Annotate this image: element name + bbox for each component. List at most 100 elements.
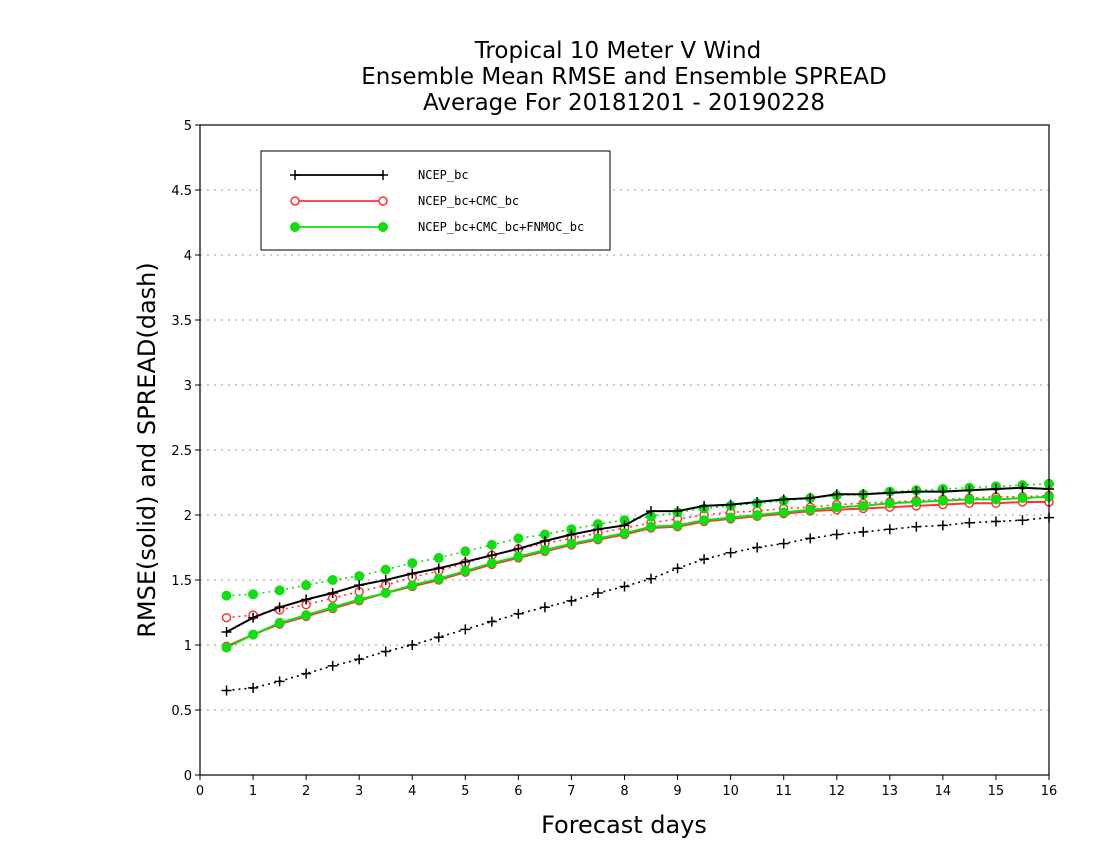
y-tick-label: 4 (184, 249, 192, 264)
data-point (327, 660, 338, 671)
legend: NCEP_bc NCEP_bc+CMC_bc NCEP_bc+CMC_bc+FNMO… (260, 150, 611, 251)
y-tick-label: 4.5 (171, 184, 192, 199)
data-point (460, 624, 471, 635)
data-point (433, 563, 444, 574)
legend-items: NCEP_bc NCEP_bc+CMC_bc NCEP_bc+CMC_bc+FNMO… (290, 168, 584, 234)
series-layer (221, 478, 1054, 696)
y-tick-label: 1.5 (171, 574, 192, 589)
data-point (592, 533, 603, 544)
data-point (699, 554, 710, 565)
data-point (248, 612, 259, 623)
data-point (539, 536, 550, 546)
data-point (752, 497, 763, 507)
data-point (460, 556, 471, 567)
x-axis-ticks: 0 1 2 3 4 5 6 7 8 9 10 11 12 13 14 15 16 (196, 775, 1057, 799)
data-point (1017, 515, 1028, 526)
data-point (619, 581, 630, 592)
data-point (778, 538, 789, 549)
data-point (274, 617, 285, 628)
x-tick-label: 14 (935, 784, 952, 799)
y-tick-label: 2.5 (171, 444, 192, 459)
x-tick-label: 5 (461, 784, 469, 799)
series-spread-3 (221, 512, 1054, 696)
x-tick-label: 12 (828, 784, 845, 799)
data-point (858, 526, 869, 537)
data-point (327, 588, 338, 598)
data-point (990, 494, 1001, 505)
legend-label: NCEP_bc+CMC_bc+FNMOC_bc (418, 220, 584, 234)
data-point (301, 594, 312, 605)
data-point (354, 580, 365, 591)
legend-label: NCEP_bc (418, 168, 469, 182)
y-axis-ticks: 0 0.5 1 1.5 2 2.5 3 3.5 4 4.5 5 (171, 119, 200, 784)
grid-lines (200, 189, 1049, 711)
data-point (566, 529, 577, 540)
x-tick-label: 1 (249, 784, 257, 799)
data-point (248, 589, 259, 600)
data-point (274, 676, 285, 687)
data-point (248, 629, 259, 640)
y-axis-label: RMSE(solid) and SPREAD(dash) (133, 262, 161, 638)
legend-item: NCEP_bc (290, 168, 469, 182)
data-point (725, 499, 736, 510)
data-point (407, 640, 418, 650)
data-point (831, 529, 842, 540)
data-point (831, 489, 842, 500)
data-point (884, 487, 895, 498)
data-point (646, 521, 657, 532)
data-point (699, 515, 710, 526)
x-axis-label: Forecast days (541, 811, 707, 839)
data-point (327, 602, 338, 613)
data-point (274, 602, 285, 613)
data-point (884, 524, 895, 535)
data-point (619, 528, 630, 539)
x-tick-label: 6 (514, 784, 522, 799)
data-point (380, 646, 391, 657)
data-point (911, 497, 922, 507)
data-point (805, 533, 816, 544)
data-point (566, 595, 577, 606)
series-spread-5 (221, 478, 1054, 601)
data-point (566, 538, 577, 549)
x-tick-label: 13 (882, 784, 899, 799)
data-point (964, 517, 975, 528)
data-point (380, 564, 391, 575)
data-point (433, 573, 444, 584)
data-point (433, 552, 444, 563)
series-rmse-1 (221, 497, 1054, 652)
data-point (301, 580, 312, 591)
data-point (937, 486, 948, 497)
data-point (1017, 493, 1028, 504)
data-point (327, 575, 338, 585)
x-tick-label: 3 (355, 784, 363, 799)
data-point (752, 510, 763, 520)
data-point (221, 590, 232, 601)
data-point (725, 512, 736, 523)
data-point (221, 627, 232, 637)
data-point (354, 594, 365, 605)
y-tick-label: 0.5 (171, 704, 192, 719)
data-point (539, 602, 550, 613)
legend-item: NCEP_bc+CMC_bc+FNMOC_bc (290, 220, 584, 234)
data-point (911, 486, 922, 497)
data-point (460, 546, 471, 557)
legend-item: NCEP_bc+CMC_bc (290, 194, 519, 208)
legend-label: NCEP_bc+CMC_bc (418, 194, 519, 208)
data-point (301, 668, 312, 679)
data-point (964, 485, 975, 496)
data-point (778, 507, 789, 518)
series-line (226, 495, 1050, 649)
y-tick-label: 3 (184, 379, 192, 394)
data-point (380, 588, 391, 598)
data-point (221, 642, 232, 653)
legend-marker (378, 170, 388, 180)
x-tick-label: 8 (620, 784, 628, 799)
series-rmse-0 (221, 482, 1054, 637)
data-point (858, 489, 869, 500)
legend-marker (290, 196, 300, 206)
data-point (513, 533, 524, 544)
y-tick-label: 1 (184, 639, 192, 654)
data-point (752, 542, 763, 553)
legend-marker (290, 170, 300, 180)
